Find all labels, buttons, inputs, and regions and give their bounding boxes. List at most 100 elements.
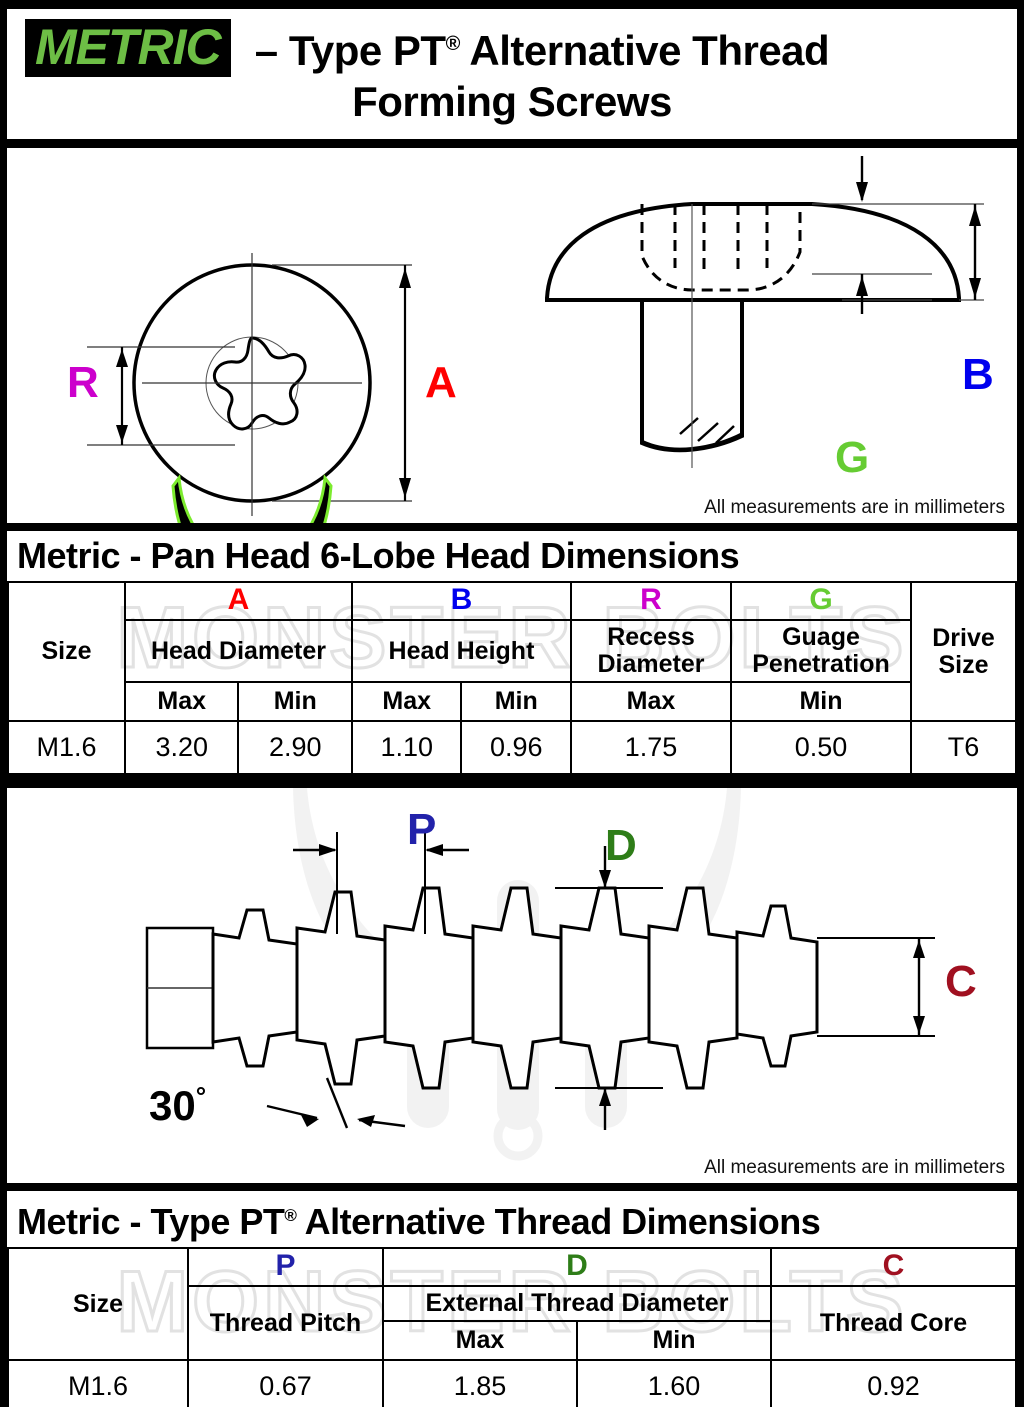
title-type-pt: Type PT — [288, 27, 446, 74]
head-dimensions-table: Size A B R G Drive Size Head Diameter He… — [7, 581, 1017, 775]
th-d-min: Min — [576, 1320, 772, 1361]
th-symbol-G: G — [730, 581, 912, 621]
th-b-min: Min — [460, 681, 572, 722]
th-drive-size: Drive Size — [910, 581, 1017, 722]
table-row: M1.6 0.67 1.85 1.60 0.92 — [7, 1359, 1017, 1407]
td-d-min: 1.60 — [576, 1359, 772, 1407]
label-gauge-penetration-G: G — [835, 433, 870, 482]
pan-head-profile — [545, 202, 961, 302]
table-2-title-prefix: Metric — [17, 1201, 121, 1242]
title-suffix: Alternative Thread — [459, 27, 830, 74]
angle-arrow-icon-2 — [357, 1115, 375, 1127]
td-thread-pitch: 0.67 — [187, 1359, 384, 1407]
th-gauge-penetration: Guage Penetration — [730, 619, 912, 683]
r-arrow-top-icon — [116, 349, 128, 367]
table-2-title-dash: - — [120, 1201, 151, 1242]
td-c-ref: 0.92 — [770, 1359, 1017, 1407]
angle-arrow-line — [266, 1104, 318, 1120]
table-1-title: Metric - Pan Head 6-Lobe Head Dimensions — [7, 531, 1017, 581]
divider-1 — [7, 523, 1017, 531]
page-title-line2: Forming Screws — [352, 78, 672, 125]
th-a-max: Max — [123, 681, 240, 722]
c-arrow-bottom-icon — [913, 1016, 925, 1034]
p-arrow-left-icon — [319, 844, 337, 856]
td-size: M1.6 — [7, 720, 126, 775]
label-thread-angle: 30° — [149, 1081, 206, 1130]
td-b-min: 0.96 — [460, 720, 572, 775]
th-symbol-P: P — [187, 1247, 384, 1287]
table-2-title-rest: Alternative Thread Dimensions — [296, 1201, 821, 1242]
metric-badge: METRIC — [25, 19, 231, 77]
head-dimensions-table-section: Metric - Pan Head 6-Lobe Head Dimensions… — [7, 531, 1017, 775]
table-row: M1.6 3.20 2.90 1.10 0.96 1.75 0.50 T6 — [7, 720, 1017, 775]
angle-leader-line — [325, 1077, 349, 1129]
label-head-height-B: B — [962, 350, 994, 399]
table-2-title-mid: Type PT — [150, 1201, 285, 1242]
table-1-title-dash: - — [120, 535, 151, 576]
head-top-view-drawing — [87, 253, 412, 523]
measurement-note-bottom: All measurements are in millimeters — [704, 1157, 1005, 1178]
td-a-max: 3.20 — [123, 720, 240, 775]
th-recess-diameter: Recess Diameter — [570, 619, 732, 683]
thread-crests — [211, 886, 819, 1090]
head-side-view-drawing — [545, 156, 984, 468]
th-head-height: Head Height — [350, 619, 573, 683]
label-recess-diameter-R: R — [67, 358, 99, 407]
table-2-title: Metric - Type PT® Alternative Thread Dim… — [7, 1191, 1017, 1247]
label-thread-pitch-P: P — [407, 805, 437, 854]
b-arrow-top-icon — [969, 206, 981, 226]
registered-icon-2: ® — [284, 1206, 297, 1225]
th-symbol-C: C — [770, 1247, 1017, 1287]
title-dash: – — [254, 27, 278, 74]
td-g-min: 0.50 — [730, 720, 912, 775]
th-d-max: Max — [382, 1320, 578, 1361]
divider-3 — [7, 1183, 1017, 1191]
thread-diagram-section: P D C 30° All measurements are in millim… — [7, 788, 1017, 1183]
monster-bolts-logo — [171, 474, 333, 523]
td-b-max: 1.10 — [350, 720, 463, 775]
thread-profile-drawing — [145, 832, 935, 1130]
th-external-thread-diameter: External Thread Diameter — [382, 1285, 772, 1322]
td-size-2: M1.6 — [7, 1359, 189, 1407]
table-2-group-row: Thread Pitch External Thread Diameter Th… — [8, 1285, 1017, 1361]
table-1-group-row: Head Diameter Head Height Recess Diamete… — [8, 619, 1016, 683]
divider-2 — [7, 775, 1017, 788]
th-head-diameter: Head Diameter — [124, 619, 353, 683]
th-thread-pitch: Thread Pitch — [187, 1285, 384, 1361]
th-symbol-R: R — [570, 581, 732, 621]
table-1-symbol-row: Size A B R G Drive Size — [7, 581, 1017, 722]
th-a-min: Min — [237, 681, 353, 722]
label-external-thread-diameter-D: D — [605, 821, 637, 870]
d-arrow-top-icon — [599, 870, 611, 888]
g-arrow-icon — [856, 276, 868, 296]
table-1-title-rest: Pan Head 6-Lobe Head Dimensions — [150, 535, 740, 576]
table-2-sub-row: Max Min — [8, 1320, 1016, 1361]
label-thread-core-C: C — [945, 957, 977, 1006]
th-symbol-B: B — [350, 581, 573, 621]
title-line-1: METRIC – Type PT® Alternative Thread — [17, 16, 1007, 79]
recess-hidden-lines — [640, 204, 802, 292]
angle-arrow-icon — [301, 1115, 319, 1127]
th-b-max: Max — [350, 681, 463, 722]
divider-header — [7, 139, 1017, 148]
page-header: METRIC – Type PT® Alternative Thread For… — [7, 9, 1017, 139]
r-arrow-bottom-icon — [116, 425, 128, 443]
table-1-title-prefix: Metric — [17, 535, 121, 576]
c-arrow-top-icon — [913, 940, 925, 958]
th-size-2: Size — [7, 1247, 189, 1361]
td-d-max: 1.85 — [382, 1359, 578, 1407]
angle-value: 30 — [149, 1082, 196, 1129]
table-1-sub-row: Max Min Max Min Max Min — [8, 681, 1016, 722]
th-r-max: Max — [570, 681, 732, 722]
p-arrow-right-icon — [425, 844, 443, 856]
th-g-min: Min — [730, 681, 912, 722]
b-arrow-bottom-icon — [969, 278, 981, 298]
top-leader-arrow-icon — [856, 182, 868, 202]
td-drive-size: T6 — [910, 720, 1017, 775]
th-symbol-D: D — [382, 1247, 772, 1287]
head-diagram-section: R A — [7, 148, 1017, 523]
td-r-max: 1.75 — [570, 720, 732, 775]
page-title: – Type PT® Alternative Thread — [17, 16, 1007, 79]
label-head-diameter-A: A — [425, 358, 457, 407]
